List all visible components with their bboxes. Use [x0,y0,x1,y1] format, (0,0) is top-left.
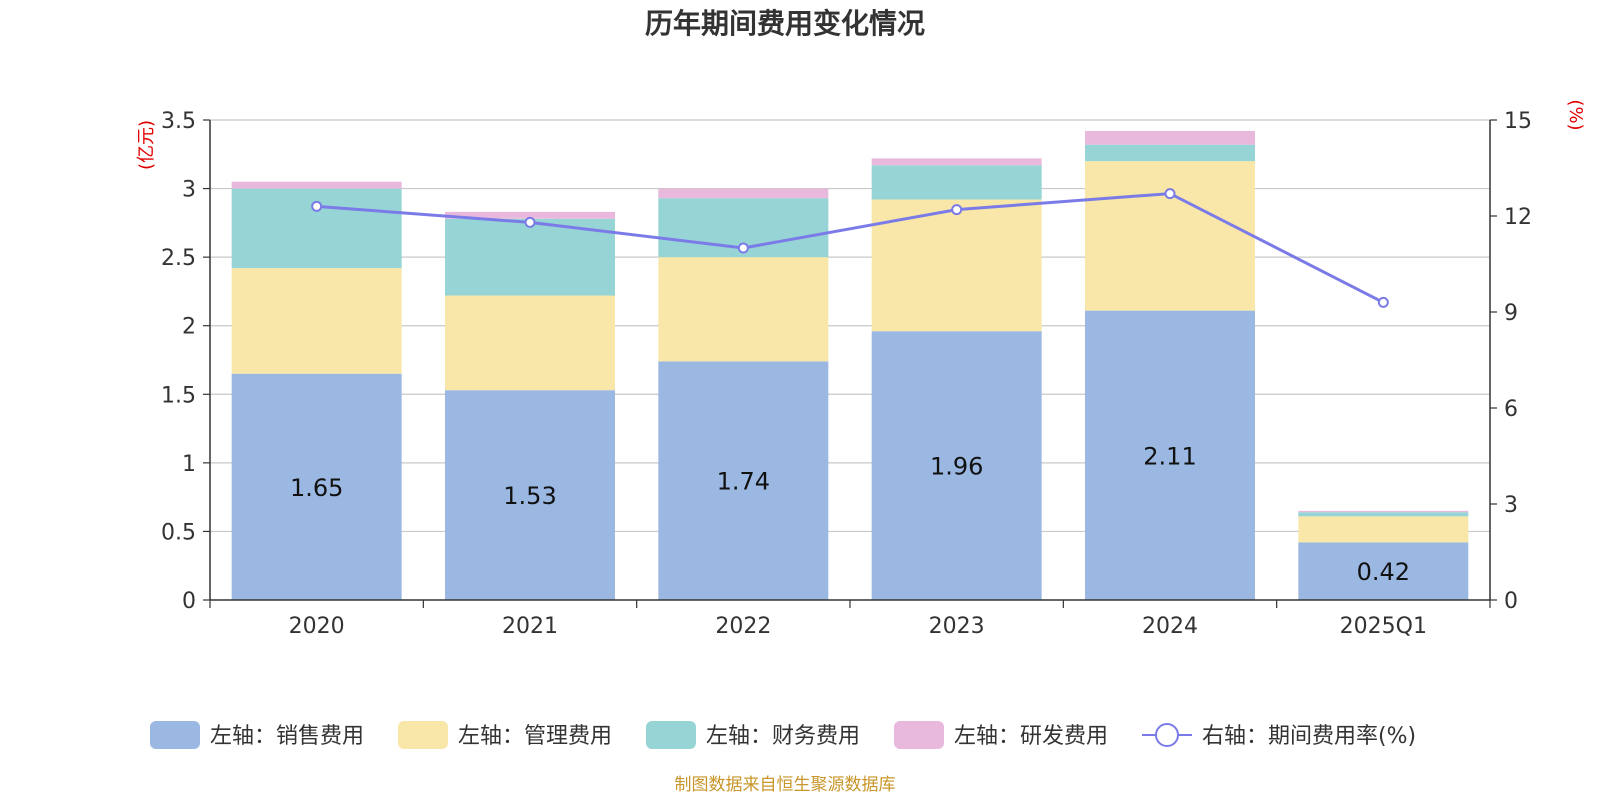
legend-label: 左轴：研发费用 [954,724,1108,749]
bar-series [231,130,1469,600]
left-tick-label: 1 [182,452,196,477]
left-tick-label: 2.5 [161,246,196,271]
bar-data-label: 1.53 [503,482,556,510]
legend-label: 左轴：财务费用 [706,724,860,749]
rate-point [311,200,323,212]
bar-segment [871,331,1042,600]
legend-swatch [150,721,200,749]
right-axis-unit: (%) [1565,99,1586,130]
x-tick-label: 2023 [929,614,985,639]
right-tick-label: 6 [1504,397,1518,422]
data-labels: 1.65 1.53 1.74 1.96 2.11 0.42 [290,442,1410,586]
legend-swatch [894,721,944,749]
x-tick-label: 2022 [715,614,771,639]
bar-data-label: 2.11 [1143,442,1196,470]
line-series [311,188,1389,308]
x-tick-label: 2021 [502,614,558,639]
bar-segment [1298,512,1469,517]
x-tick-label: 2020 [289,614,345,639]
rate-point [1164,188,1176,200]
bar-segment [658,188,829,199]
bar-segment [1085,144,1255,162]
bar-segment [1298,542,1469,600]
left-tick-label: 2 [182,315,196,340]
legend: 左轴：销售费用 左轴：管理费用 左轴：财务费用 左轴：研发费用 右轴：期间费用率(%) [150,721,1416,749]
rate-line [316,192,1385,304]
legend-marker [1155,723,1179,747]
bar-segment [1085,310,1255,600]
bar-segment [871,199,1042,332]
bar-data-label: 1.65 [290,474,343,502]
bar-segment [445,390,615,600]
bar-data-label: 1.74 [717,468,770,496]
bar-segment [871,158,1042,166]
left-tick-label: 3 [182,178,196,203]
legend-label: 左轴：管理费用 [458,724,612,749]
legend-swatch [398,721,448,749]
bar-segment [658,257,829,362]
chart-title: 历年期间费用变化情况 [645,7,925,40]
bar-segment [231,188,402,269]
rate-point [951,204,963,216]
right-tick-label: 9 [1504,301,1518,326]
right-tick-label: 15 [1504,109,1532,134]
bar-segment [1298,510,1469,513]
axes: 0 0.5 1 1.5 2 2.5 3 3.5 0 3 6 9 12 15 2020 2021 2022 2023… [161,109,1532,639]
bar-data-label: 1.96 [930,453,983,481]
rate-point [1377,296,1389,308]
grid-lines [210,119,1490,533]
bar-segment [445,295,615,391]
bar-segment [871,165,1042,200]
legend-label: 左轴：销售费用 [210,724,364,749]
legend-swatch [646,721,696,749]
rate-point [737,242,749,254]
left-tick-label: 1.5 [161,383,196,408]
right-tick-label: 0 [1504,589,1518,614]
left-tick-label: 3.5 [161,109,196,134]
x-tick-label: 2024 [1142,614,1198,639]
bar-segment [1298,516,1469,543]
bar-segment [658,361,829,600]
legend-label: 右轴：期间费用率(%) [1202,724,1416,749]
x-tick-label: 2025Q1 [1340,614,1427,639]
bar-segment [445,218,615,296]
bar-segment [231,268,402,374]
bar-segment [1085,161,1255,311]
bar-segment [231,181,402,189]
right-tick-label: 12 [1504,205,1532,230]
right-tick-label: 3 [1504,493,1518,518]
bar-segment [445,211,615,219]
bar-segment [1085,130,1255,145]
left-axis-unit: (亿元) [136,120,157,170]
left-tick-label: 0.5 [161,520,196,545]
bar-segment [231,373,402,600]
bar-data-label: 0.42 [1357,558,1410,586]
rate-point [524,216,536,228]
left-tick-label: 0 [182,589,196,614]
source-note: 制图数据来自恒生聚源数据库 [675,775,896,795]
